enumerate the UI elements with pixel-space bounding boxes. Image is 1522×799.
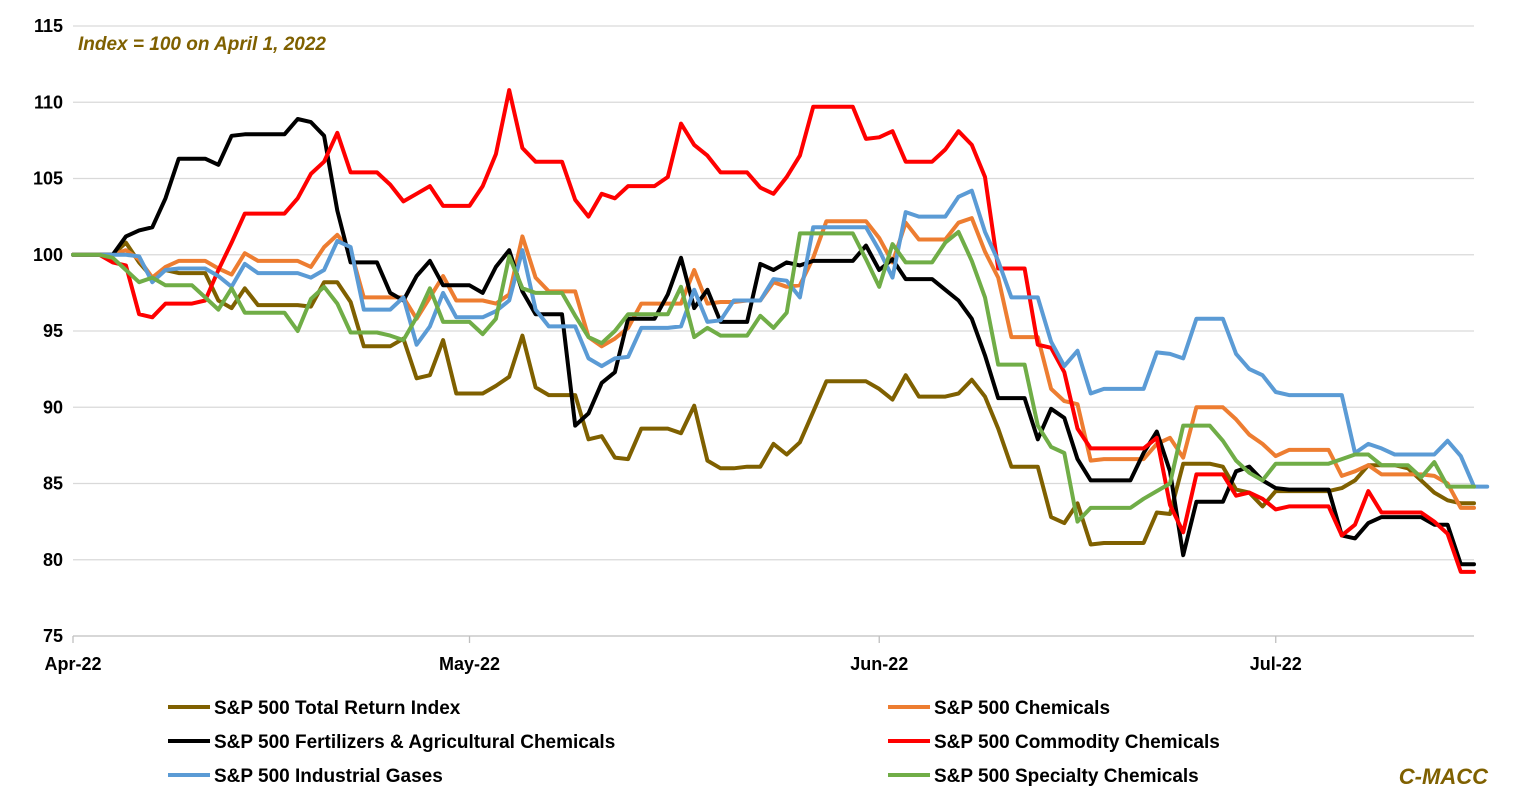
index-annotation: Index = 100 on April 1, 2022 (78, 34, 326, 55)
legend-item: S&P 500 Total Return Index (168, 698, 461, 719)
series-lines (71, 88, 1490, 574)
x-tick-label: Apr-22 (44, 654, 101, 674)
y-tick-label: 80 (43, 550, 63, 570)
legend-label: S&P 500 Commodity Chemicals (934, 732, 1220, 753)
x-tick-label: May-22 (439, 654, 500, 674)
legend-label: S&P 500 Total Return Index (214, 698, 461, 719)
legend-label: S&P 500 Specialty Chemicals (934, 766, 1199, 787)
legend-label: S&P 500 Chemicals (934, 698, 1110, 719)
y-tick-label: 95 (43, 321, 63, 341)
series-line (71, 88, 1476, 574)
x-tick-label: Jul-22 (1250, 654, 1302, 674)
y-tick-label: 85 (43, 474, 63, 494)
legend: S&P 500 Total Return Index S&P 500 Chemic… (168, 698, 1220, 787)
legend-label: S&P 500 Fertilizers & Agricultural Chemi… (214, 732, 615, 753)
y-axis: 75 80 85 90 95 100 105 110 115 (33, 16, 63, 646)
legend-item: S&P 500 Commodity Chemicals (888, 732, 1220, 753)
x-tick-label: Jun-22 (850, 654, 908, 674)
series-line (71, 216, 1476, 510)
y-tick-label: 105 (33, 169, 63, 189)
series-line (71, 188, 1490, 489)
y-tick-label: 115 (34, 16, 63, 36)
series-line (71, 117, 1476, 567)
y-tick-label: 100 (33, 245, 63, 265)
x-axis: Apr-22 May-22 Jun-22 Jul-22 (44, 635, 1474, 674)
y-tick-label: 75 (43, 626, 63, 646)
legend-item: S&P 500 Fertilizers & Agricultural Chemi… (168, 732, 615, 753)
legend-item: S&P 500 Chemicals (888, 698, 1110, 719)
y-tick-label: 90 (43, 397, 63, 417)
legend-label: S&P 500 Industrial Gases (214, 766, 443, 787)
series-line (71, 229, 1476, 524)
legend-item: S&P 500 Specialty Chemicals (888, 766, 1199, 787)
legend-item: S&P 500 Industrial Gases (168, 766, 443, 787)
y-tick-label: 110 (34, 92, 63, 112)
brand-label: C-MACC (1399, 764, 1489, 789)
